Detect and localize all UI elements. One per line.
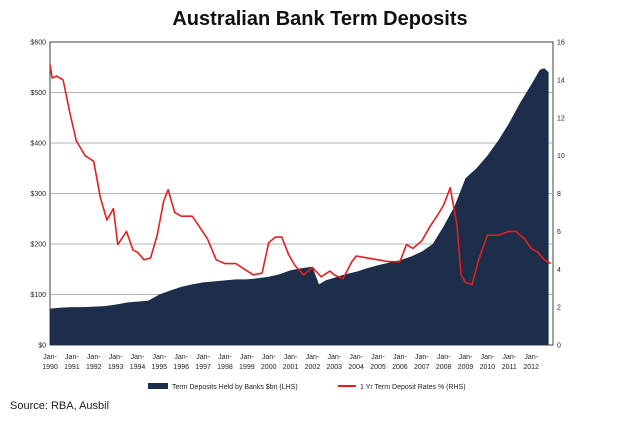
x-tick-label-top: Jan- xyxy=(415,354,429,361)
x-tick-label-top: Jan- xyxy=(437,354,451,361)
chart-title: Australian Bank Term Deposits xyxy=(172,8,468,30)
right-tick-label: 12 xyxy=(557,115,565,122)
x-tick-label-year: 2010 xyxy=(480,364,496,371)
x-tick-label-year: 2007 xyxy=(414,364,430,371)
right-tick-label: 6 xyxy=(557,229,561,236)
left-tick-label: $200 xyxy=(30,242,46,249)
x-tick-label-top: Jan- xyxy=(284,354,298,361)
x-tick-label-top: Jan- xyxy=(262,354,276,361)
left-tick-label: $100 xyxy=(30,292,46,299)
left-tick-label: $400 xyxy=(30,141,46,148)
x-tick-label-year: 1999 xyxy=(239,364,255,371)
right-tick-label: 10 xyxy=(557,153,565,160)
x-tick-label-top: Jan- xyxy=(153,354,167,361)
x-tick-label-top: Jan- xyxy=(174,354,188,361)
x-tick-label-top: Jan- xyxy=(459,354,473,361)
x-tick-label-top: Jan- xyxy=(306,354,320,361)
x-tick-label-top: Jan- xyxy=(502,354,516,361)
x-tick-label-year: 2012 xyxy=(523,364,539,371)
x-tick-label-top: Jan- xyxy=(524,354,538,361)
left-tick-label: $300 xyxy=(30,191,46,198)
source-note: Source: RBA, Ausbil xyxy=(10,400,110,412)
x-tick-label-year: 1998 xyxy=(217,364,233,371)
term-deposits-area-layer xyxy=(50,68,549,346)
rate-line-layer xyxy=(49,64,552,286)
right-tick-label: 8 xyxy=(557,191,561,198)
legend-label-line: 1 Yr Term Deposit Rates % (RHS) xyxy=(360,384,466,391)
x-axis-ticks: Jan- 1990 Jan- 1991 Jan- 1992 Jan- 1993 Jan- 1994… xyxy=(42,354,539,371)
x-tick-label-top: Jan- xyxy=(196,354,210,361)
x-tick-label-top: Jan- xyxy=(349,354,363,361)
x-tick-label-top: Jan- xyxy=(109,354,123,361)
term-deposits-area xyxy=(50,68,549,346)
legend: Term Deposits Held by Banks $bn (LHS) 1 … xyxy=(148,383,466,391)
x-tick-label-top: Jan- xyxy=(240,354,254,361)
x-tick-label-year: 1996 xyxy=(173,364,189,371)
left-tick-label: $0 xyxy=(38,343,46,350)
x-tick-label-year: 1997 xyxy=(195,364,211,371)
x-tick-label-top: Jan- xyxy=(65,354,79,361)
x-tick-label-year: 1994 xyxy=(130,364,146,371)
x-tick-label-year: 1995 xyxy=(152,364,168,371)
x-tick-label-top: Jan- xyxy=(218,354,232,361)
x-tick-label-year: 2003 xyxy=(327,364,343,371)
legend-label-area: Term Deposits Held by Banks $bn (LHS) xyxy=(172,384,298,391)
right-tick-label: 16 xyxy=(557,40,565,47)
x-tick-label-top: Jan- xyxy=(371,354,385,361)
x-tick-label-top: Jan- xyxy=(481,354,495,361)
x-tick-label-year: 2005 xyxy=(370,364,386,371)
x-tick-label-year: 1990 xyxy=(42,364,58,371)
x-tick-label-year: 2008 xyxy=(436,364,452,371)
x-tick-label-top: Jan- xyxy=(393,354,407,361)
x-tick-label-top: Jan- xyxy=(87,354,101,361)
rate-line xyxy=(49,64,552,286)
x-tick-label-top: Jan- xyxy=(131,354,145,361)
x-tick-label-year: 2006 xyxy=(392,364,408,371)
x-tick-label-year: 2001 xyxy=(283,364,299,371)
left-axis-ticks: $0 $100 $200 $300 $400 $500 $600 xyxy=(30,40,46,350)
x-tick-label-top: Jan- xyxy=(327,354,341,361)
right-tick-label: 4 xyxy=(557,267,561,274)
x-tick-label-year: 2000 xyxy=(261,364,277,371)
x-tick-label-year: 2009 xyxy=(458,364,474,371)
right-tick-label: 0 xyxy=(557,343,561,350)
left-tick-label: $500 xyxy=(30,90,46,97)
x-tick-label-year: 1991 xyxy=(64,364,80,371)
x-tick-label-year: 2002 xyxy=(305,364,321,371)
left-tick-label: $600 xyxy=(30,40,46,47)
x-tick-label-year: 2011 xyxy=(502,364,517,371)
right-axis-ticks: 0 2 4 6 8 10 12 14 16 xyxy=(557,40,565,350)
x-tick-label-top: Jan- xyxy=(43,354,57,361)
x-tick-label-year: 2004 xyxy=(348,364,364,371)
right-tick-label: 14 xyxy=(557,77,565,84)
right-tick-label: 2 xyxy=(557,305,561,312)
x-tick-label-year: 1992 xyxy=(86,364,102,371)
x-tick-label-year: 1993 xyxy=(108,364,124,371)
legend-swatch-area xyxy=(148,383,168,389)
